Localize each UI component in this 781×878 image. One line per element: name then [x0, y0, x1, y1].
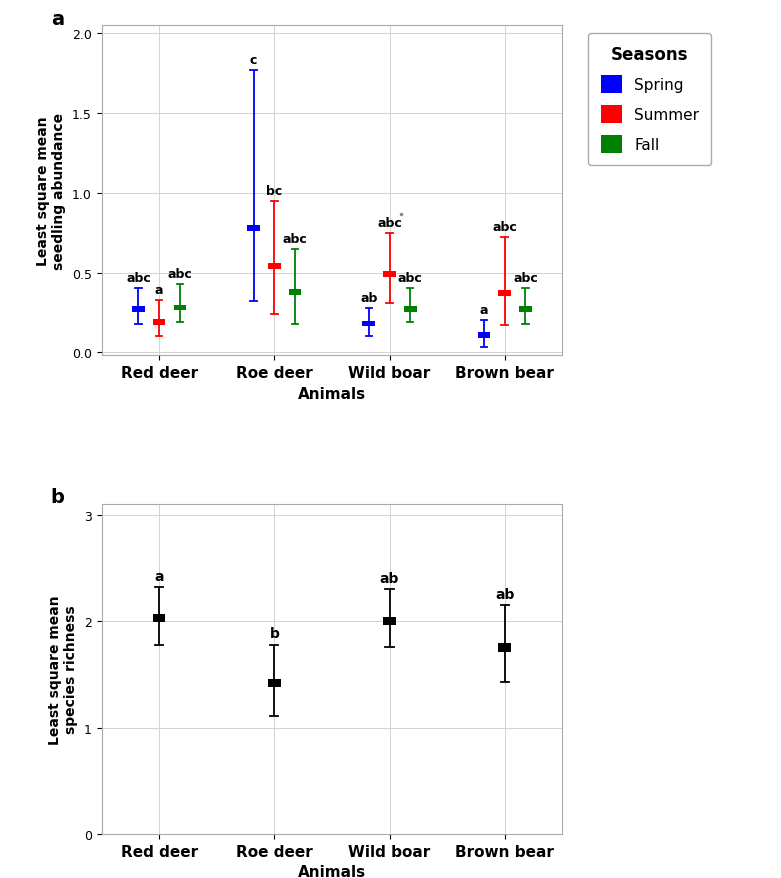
Bar — [132, 307, 144, 313]
Bar — [498, 644, 511, 652]
Bar — [248, 226, 260, 232]
Text: ab: ab — [380, 572, 399, 586]
Text: a: a — [480, 304, 488, 317]
Text: abc: abc — [167, 268, 192, 280]
Text: abc: abc — [513, 272, 538, 285]
Bar — [478, 333, 490, 338]
Text: abc: abc — [377, 217, 402, 229]
Text: ab: ab — [360, 291, 377, 305]
Legend: Spring, Summer, Fall: Spring, Summer, Fall — [588, 34, 711, 166]
Text: c: c — [250, 54, 257, 67]
Y-axis label: Least square mean
seedling abundance: Least square mean seedling abundance — [36, 112, 66, 270]
Bar — [362, 321, 375, 327]
Bar — [289, 290, 301, 295]
Text: a: a — [155, 569, 164, 583]
Text: abc: abc — [398, 272, 423, 285]
X-axis label: Animals: Animals — [298, 864, 366, 878]
Text: a: a — [155, 284, 163, 296]
X-axis label: Animals: Animals — [298, 386, 366, 401]
Text: abc: abc — [283, 233, 308, 245]
Bar — [268, 264, 280, 270]
Text: bc: bc — [266, 184, 283, 198]
Bar — [383, 272, 396, 277]
Text: ab: ab — [495, 587, 515, 601]
Bar — [153, 614, 166, 623]
Bar — [153, 320, 166, 326]
Bar — [268, 679, 280, 687]
Text: abc: abc — [126, 272, 151, 285]
Text: abc: abc — [492, 221, 517, 234]
Bar — [173, 306, 186, 311]
Text: b: b — [269, 627, 280, 641]
Bar — [383, 617, 396, 626]
Text: a: a — [51, 10, 64, 29]
Y-axis label: Least square mean
species richness: Least square mean species richness — [48, 594, 78, 744]
Bar — [519, 307, 532, 313]
Bar — [498, 291, 511, 297]
Bar — [404, 307, 416, 313]
Text: b: b — [51, 488, 65, 507]
